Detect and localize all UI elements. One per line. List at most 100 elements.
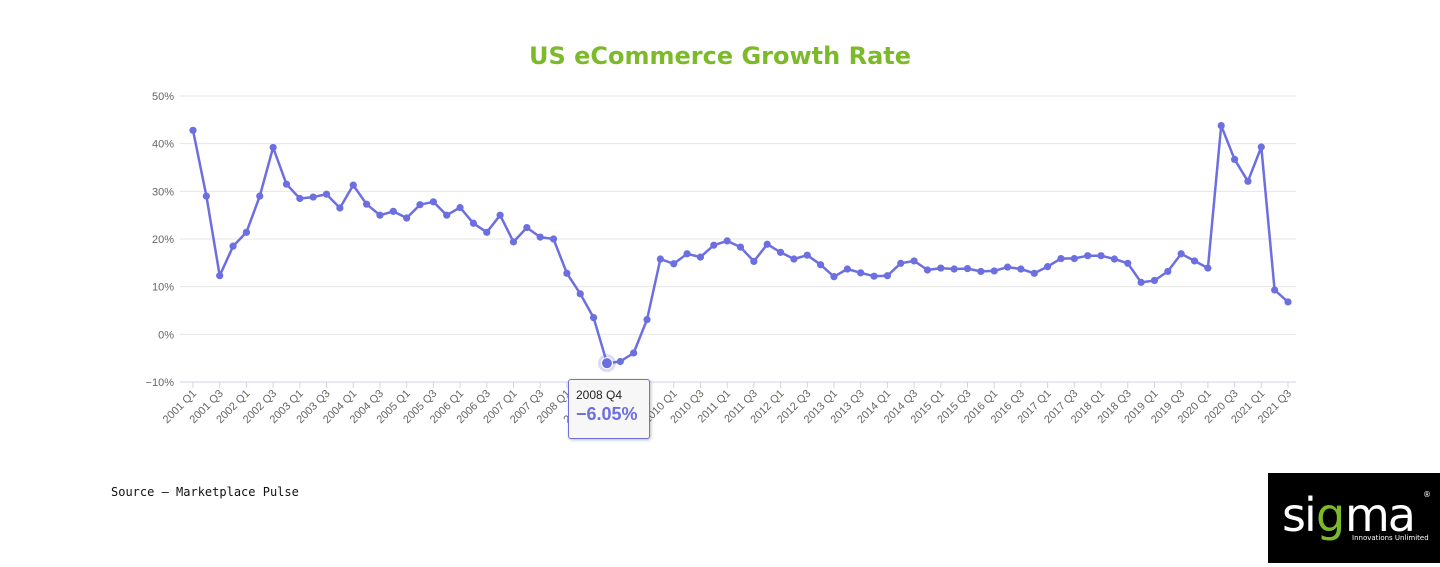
data-point[interactable] bbox=[1057, 254, 1065, 263]
data-point[interactable] bbox=[643, 315, 651, 324]
data-point[interactable] bbox=[1190, 257, 1199, 265]
data-point[interactable] bbox=[242, 228, 251, 236]
sigma-logo-image: si g ma ® Innovations Unlimited bbox=[1282, 488, 1431, 542]
data-point[interactable] bbox=[1070, 254, 1078, 263]
data-point[interactable] bbox=[216, 272, 224, 280]
y-tick-label: 30% bbox=[152, 186, 174, 198]
data-point[interactable] bbox=[843, 265, 851, 273]
data-point[interactable] bbox=[590, 314, 598, 322]
data-point[interactable] bbox=[710, 241, 718, 249]
data-point[interactable] bbox=[469, 219, 478, 227]
data-point[interactable] bbox=[1177, 250, 1185, 258]
data-points bbox=[189, 121, 1292, 373]
data-point[interactable] bbox=[536, 233, 544, 241]
data-point[interactable] bbox=[977, 267, 985, 276]
data-point[interactable] bbox=[1204, 264, 1212, 272]
data-point[interactable] bbox=[443, 211, 451, 219]
data-point[interactable] bbox=[736, 243, 745, 251]
data-point[interactable] bbox=[830, 273, 838, 281]
data-point[interactable] bbox=[189, 126, 197, 134]
data-point[interactable] bbox=[576, 290, 584, 298]
data-point[interactable] bbox=[963, 264, 972, 273]
data-point[interactable] bbox=[229, 242, 237, 250]
data-point[interactable] bbox=[630, 349, 638, 357]
data-point[interactable] bbox=[696, 253, 705, 261]
data-point[interactable] bbox=[1084, 252, 1092, 260]
data-point[interactable] bbox=[883, 272, 891, 280]
data-point[interactable] bbox=[1257, 143, 1265, 151]
data-point[interactable] bbox=[763, 240, 771, 248]
data-point[interactable] bbox=[416, 201, 424, 209]
data-point[interactable] bbox=[857, 269, 865, 277]
data-point[interactable] bbox=[1150, 276, 1159, 285]
y-tick-label: −10% bbox=[146, 377, 175, 389]
data-point[interactable] bbox=[1230, 155, 1239, 163]
data-point[interactable] bbox=[923, 266, 932, 274]
data-point[interactable] bbox=[990, 267, 998, 275]
data-point[interactable] bbox=[1284, 298, 1292, 306]
data-point[interactable] bbox=[1097, 252, 1105, 260]
data-point[interactable] bbox=[950, 265, 958, 273]
data-point[interactable] bbox=[776, 248, 785, 256]
y-tick-label: 50% bbox=[152, 91, 174, 103]
svg-text:g: g bbox=[1316, 488, 1345, 542]
sigma-logo: si g ma ® Innovations Unlimited bbox=[1268, 473, 1440, 563]
data-point[interactable] bbox=[563, 269, 571, 277]
y-tick-label: 40% bbox=[152, 139, 174, 151]
data-point[interactable] bbox=[670, 260, 678, 268]
data-point[interactable] bbox=[1030, 269, 1038, 277]
data-point[interactable] bbox=[496, 211, 504, 219]
svg-text:Innovations Unlimited: Innovations Unlimited bbox=[1352, 534, 1429, 542]
data-point[interactable] bbox=[336, 204, 344, 212]
data-point[interactable] bbox=[683, 250, 691, 258]
data-point[interactable] bbox=[937, 264, 945, 272]
data-point[interactable] bbox=[429, 198, 437, 206]
data-point[interactable] bbox=[549, 235, 558, 243]
tooltip-label: 2008 Q4 bbox=[576, 388, 623, 402]
data-point[interactable] bbox=[723, 237, 731, 245]
data-point[interactable] bbox=[1217, 121, 1225, 130]
data-point[interactable] bbox=[1137, 278, 1145, 286]
data-point[interactable] bbox=[656, 255, 664, 263]
data-point[interactable] bbox=[309, 193, 317, 201]
data-point[interactable] bbox=[362, 200, 371, 208]
data-tooltip: 2008 Q4 −6.05% bbox=[568, 379, 650, 439]
data-point[interactable] bbox=[483, 228, 491, 236]
data-point[interactable] bbox=[1003, 263, 1012, 271]
data-point-highlighted[interactable] bbox=[600, 357, 613, 370]
data-point[interactable] bbox=[1271, 286, 1279, 294]
data-point[interactable] bbox=[870, 272, 878, 280]
data-point[interactable] bbox=[1244, 177, 1252, 185]
data-point[interactable] bbox=[296, 194, 304, 203]
data-point[interactable] bbox=[817, 261, 825, 269]
data-point[interactable] bbox=[1110, 255, 1119, 263]
data-point[interactable] bbox=[1044, 263, 1052, 271]
data-point[interactable] bbox=[456, 203, 464, 212]
chart-title: US eCommerce Growth Rate bbox=[528, 42, 912, 70]
y-tick-label: 20% bbox=[152, 234, 174, 246]
data-point[interactable] bbox=[910, 257, 918, 265]
svg-text:si: si bbox=[1282, 488, 1315, 542]
data-point[interactable] bbox=[803, 251, 811, 259]
data-point[interactable] bbox=[269, 143, 277, 152]
data-point[interactable] bbox=[790, 255, 798, 263]
data-point[interactable] bbox=[376, 211, 384, 219]
data-point[interactable] bbox=[897, 259, 905, 267]
data-point[interactable] bbox=[1124, 259, 1132, 267]
data-point[interactable] bbox=[509, 238, 518, 246]
data-point[interactable] bbox=[523, 223, 531, 232]
data-point[interactable] bbox=[282, 180, 291, 188]
data-point[interactable] bbox=[389, 207, 397, 215]
data-point[interactable] bbox=[1164, 267, 1172, 276]
data-point[interactable] bbox=[202, 192, 210, 200]
data-point[interactable] bbox=[322, 190, 331, 198]
data-point[interactable] bbox=[256, 192, 264, 200]
data-point[interactable] bbox=[616, 357, 624, 366]
data-point[interactable] bbox=[403, 214, 411, 222]
data-point[interactable] bbox=[750, 257, 758, 266]
data-point[interactable] bbox=[1017, 265, 1025, 273]
y-tick-label: 10% bbox=[152, 282, 174, 294]
data-point[interactable] bbox=[349, 181, 357, 189]
y-axis-tick-labels: 50% 40% 30% 20% 10% 0% −10% bbox=[146, 91, 175, 389]
